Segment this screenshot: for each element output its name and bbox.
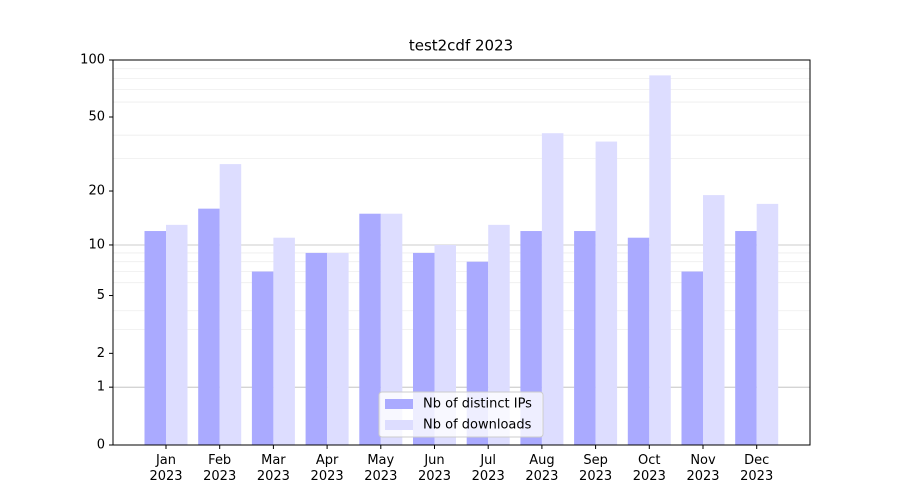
legend-swatch: [385, 399, 413, 409]
chart-title: test2cdf 2023: [409, 37, 513, 55]
x-tick-label: Jun 2023: [417, 453, 452, 484]
bar: [681, 271, 703, 445]
bar: [359, 213, 381, 445]
x-tick-label: Feb 2023: [203, 453, 237, 484]
legend-box: [378, 391, 544, 438]
x-tick-label: Dec 2023: [740, 453, 774, 484]
y-tick-label: 20: [88, 184, 105, 199]
bar: [144, 231, 166, 445]
legend-label: Nb of distinct IPs: [423, 397, 532, 412]
bar: [735, 231, 757, 445]
bar: [219, 164, 242, 445]
y-tick-label: 0: [97, 438, 105, 453]
bar: [703, 195, 725, 445]
bar: [166, 224, 188, 445]
bar: [627, 237, 650, 445]
x-tick-label: Mar 2023: [256, 453, 290, 484]
bar: [380, 213, 403, 445]
x-tick-label: Jul 2023: [471, 453, 505, 484]
x-tick-label: Sep 2023: [579, 453, 613, 484]
y-tick-label: 50: [88, 110, 105, 125]
y-tick-label: 100: [80, 53, 105, 68]
legend-label: Nb of downloads: [423, 418, 532, 433]
y-tick-label: 5: [97, 288, 105, 303]
bar: [649, 75, 671, 445]
y-tick-label: 10: [88, 237, 105, 252]
plot-frame: [112, 59, 811, 446]
legend-swatch: [385, 420, 413, 430]
bar: [198, 208, 220, 445]
bar: [595, 141, 618, 446]
bar: [327, 252, 349, 445]
y-tick-label: 2: [97, 346, 105, 361]
x-tick-label: Apr 2023: [310, 453, 344, 484]
x-tick-label: Nov 2023: [686, 453, 720, 484]
bar: [488, 224, 510, 445]
bar: [273, 237, 295, 445]
x-tick-label: Jan 2023: [149, 453, 183, 484]
x-tick-label: May 2023: [364, 453, 398, 484]
x-tick-label: Oct 2023: [632, 453, 666, 484]
bar: [305, 252, 328, 445]
x-tick-label: Aug 2023: [525, 453, 559, 484]
bar: [251, 271, 274, 445]
bar: [541, 133, 564, 445]
y-tick-label: 1: [97, 380, 105, 395]
bar: [574, 231, 596, 445]
bar: [756, 203, 779, 445]
